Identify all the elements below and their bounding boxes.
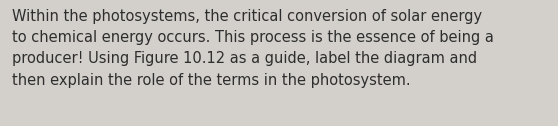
Text: Within the photosystems, the critical conversion of solar energy
to chemical ene: Within the photosystems, the critical co… [12,9,494,88]
